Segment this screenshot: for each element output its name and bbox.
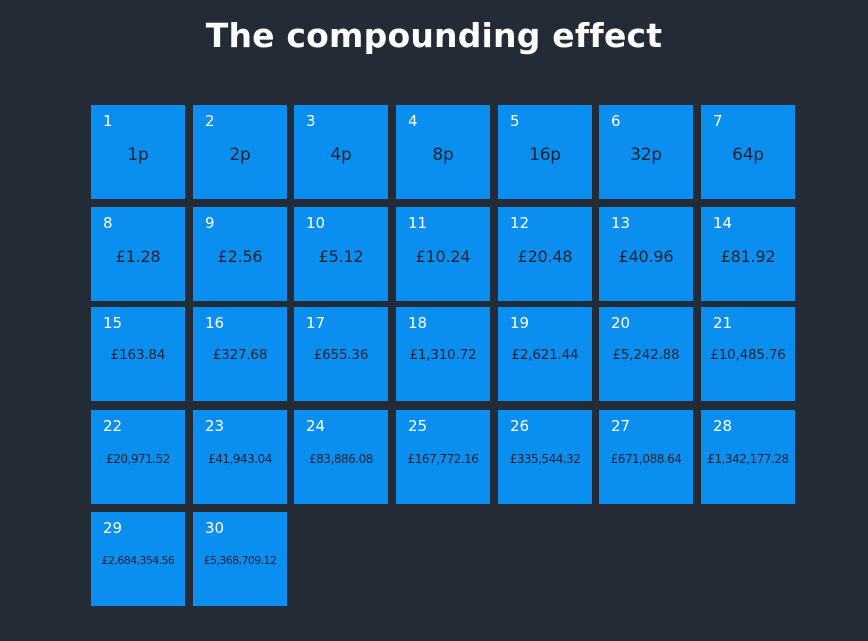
day-tile: 25 £167,772.16 [396, 410, 490, 504]
day-amount: £5,242.88 [612, 347, 680, 363]
day-number: 28 [713, 417, 733, 435]
day-tile: 8 £1.28 [91, 207, 185, 301]
day-number: 6 [611, 112, 621, 130]
day-tile: 15 £163.84 [91, 307, 185, 401]
day-number: 20 [611, 314, 631, 332]
day-number: 23 [205, 417, 225, 435]
day-amount: £20.48 [517, 247, 573, 266]
day-tile: 7 64p [701, 105, 795, 199]
day-tile: 1 1p [91, 105, 185, 199]
day-tile: 4 8p [396, 105, 490, 199]
day-amount: £2.56 [217, 247, 263, 266]
day-tile: 27 £671,088.64 [599, 410, 693, 504]
day-tile: 20 £5,242.88 [599, 307, 693, 401]
day-number: 27 [611, 417, 631, 435]
day-amount: £1,310.72 [409, 347, 477, 363]
day-number: 30 [205, 519, 225, 537]
day-number: 13 [611, 214, 631, 232]
day-amount: £20,971.52 [106, 452, 170, 466]
day-tile: 28 £1,342,177.28 [701, 410, 795, 504]
day-amount: £1,342,177.28 [707, 452, 789, 466]
day-amount: £1.28 [115, 247, 161, 266]
day-tile: 23 £41,943.04 [193, 410, 287, 504]
day-tile: 21 £10,485.76 [701, 307, 795, 401]
day-number: 14 [713, 214, 733, 232]
day-tile: 5 16p [498, 105, 592, 199]
day-number: 11 [408, 214, 428, 232]
day-number: 17 [306, 314, 326, 332]
day-number: 2 [205, 112, 215, 130]
day-tile: 2 2p [193, 105, 287, 199]
day-amount: £2,684,354.56 [101, 554, 175, 567]
day-number: 1 [103, 112, 113, 130]
day-number: 21 [713, 314, 733, 332]
day-amount: £671,088.64 [610, 452, 682, 466]
day-tile: 24 £83,886.08 [294, 410, 388, 504]
day-amount: £10.24 [415, 247, 471, 266]
day-number: 12 [510, 214, 530, 232]
day-number: 19 [510, 314, 530, 332]
day-amount: 64p [732, 145, 764, 165]
day-amount: 1p [127, 145, 149, 165]
day-amount: £41,943.04 [208, 452, 272, 466]
day-amount: £163.84 [110, 347, 166, 363]
day-amount: £10,485.76 [710, 347, 786, 363]
day-tile: 9 £2.56 [193, 207, 287, 301]
day-tile: 11 £10.24 [396, 207, 490, 301]
day-number: 3 [306, 112, 316, 130]
day-amount: £335,544.32 [509, 452, 581, 466]
day-number: 18 [408, 314, 428, 332]
day-tile: 12 £20.48 [498, 207, 592, 301]
day-amount: £5,368,709.12 [203, 554, 277, 567]
day-number: 4 [408, 112, 418, 130]
day-number: 24 [306, 417, 326, 435]
day-amount: £655.36 [313, 347, 369, 363]
day-number: 25 [408, 417, 428, 435]
day-number: 5 [510, 112, 520, 130]
day-amount: 4p [330, 145, 352, 165]
day-tile: 3 4p [294, 105, 388, 199]
day-tile: 14 £81.92 [701, 207, 795, 301]
day-amount: £5.12 [318, 247, 364, 266]
day-amount: £40.96 [618, 247, 674, 266]
page-title: The compounding effect [205, 16, 663, 55]
day-tile: 17 £655.36 [294, 307, 388, 401]
day-tile: 30 £5,368,709.12 [193, 512, 287, 606]
day-tile: 16 £327.68 [193, 307, 287, 401]
day-tile: 29 £2,684,354.56 [91, 512, 185, 606]
day-grid: 1 1p 2 2p 3 4p 4 8p 5 16p 6 32p 7 64p 8 £1.28 9 £2.56 10 £5… [91, 105, 796, 606]
day-tile: 13 £40.96 [599, 207, 693, 301]
day-number: 10 [306, 214, 326, 232]
day-tile: 10 £5.12 [294, 207, 388, 301]
day-number: 22 [103, 417, 123, 435]
day-amount: £83,886.08 [309, 452, 373, 466]
day-tile: 22 £20,971.52 [91, 410, 185, 504]
day-tile: 6 32p [599, 105, 693, 199]
day-number: 26 [510, 417, 530, 435]
day-number: 7 [713, 112, 723, 130]
day-number: 15 [103, 314, 123, 332]
day-amount: £81.92 [720, 247, 776, 266]
day-amount: 16p [529, 145, 561, 165]
day-number: 9 [205, 214, 215, 232]
day-tile: 18 £1,310.72 [396, 307, 490, 401]
day-tile: 19 £2,621.44 [498, 307, 592, 401]
day-tile: 26 £335,544.32 [498, 410, 592, 504]
day-amount: 32p [630, 145, 662, 165]
day-amount: £327.68 [212, 347, 268, 363]
day-amount: £2,621.44 [511, 347, 579, 363]
day-number: 8 [103, 214, 113, 232]
day-amount: 2p [229, 145, 251, 165]
day-number: 16 [205, 314, 225, 332]
day-amount: £167,772.16 [407, 452, 479, 466]
day-amount: 8p [432, 145, 454, 165]
day-number: 29 [103, 519, 123, 537]
